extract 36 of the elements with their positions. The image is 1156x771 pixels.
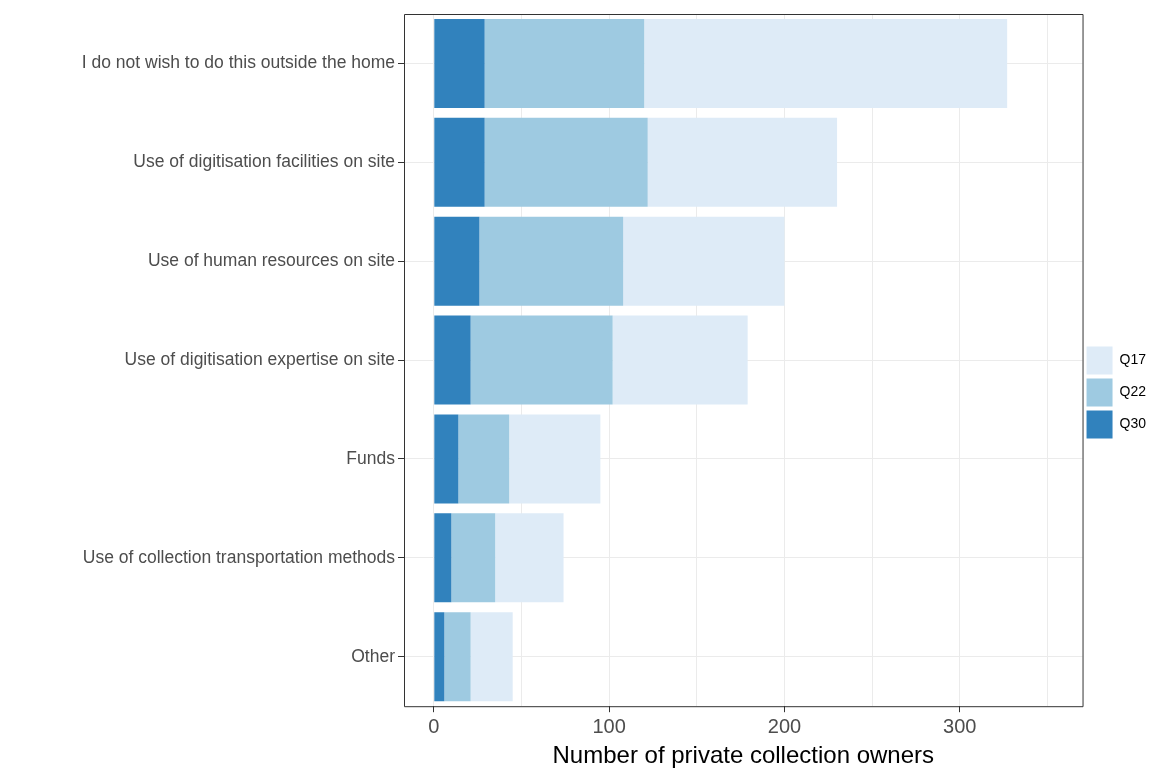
- bar: [434, 216, 480, 306]
- bar: [434, 18, 485, 108]
- bar: [458, 414, 510, 504]
- bar: [434, 414, 459, 504]
- bar: [470, 612, 513, 702]
- bar: [434, 117, 485, 207]
- bar: [479, 216, 624, 306]
- legend-label: Q17: [1119, 351, 1147, 368]
- bar: [647, 117, 838, 207]
- y-tick-label: I do not wish to do this outside the home: [81, 52, 395, 73]
- bar: [623, 216, 785, 306]
- bar: [484, 18, 645, 108]
- bar: [484, 117, 648, 207]
- bar: [644, 18, 1008, 108]
- x-tick-label: 100: [592, 714, 626, 737]
- bar: [451, 513, 496, 603]
- y-tick-label: Use of collection transportation methods: [82, 546, 396, 567]
- bar: [444, 612, 471, 702]
- bar: [434, 315, 471, 405]
- x-tick-label: 300: [943, 714, 977, 737]
- y-tick-label: Use of digitisation facilities on site: [133, 151, 395, 172]
- bar: [470, 315, 613, 405]
- bar: [434, 612, 445, 702]
- y-tick-label: Other: [351, 645, 396, 666]
- legend-label: Q30: [1119, 415, 1147, 432]
- bar: [495, 513, 564, 603]
- x-tick-label: 200: [767, 714, 802, 737]
- legend-label: Q22: [1119, 383, 1147, 400]
- bar: [612, 315, 748, 405]
- x-tick-label: 0: [428, 714, 440, 737]
- bar: [434, 513, 452, 603]
- y-tick-label: Use of digitisation expertise on site: [124, 348, 395, 369]
- y-tick-label: Use of human resources on site: [147, 250, 395, 271]
- y-tick-label: Funds: [346, 447, 396, 468]
- x-axis-title: Number of private collection owners: [552, 741, 935, 769]
- bar: [509, 414, 601, 504]
